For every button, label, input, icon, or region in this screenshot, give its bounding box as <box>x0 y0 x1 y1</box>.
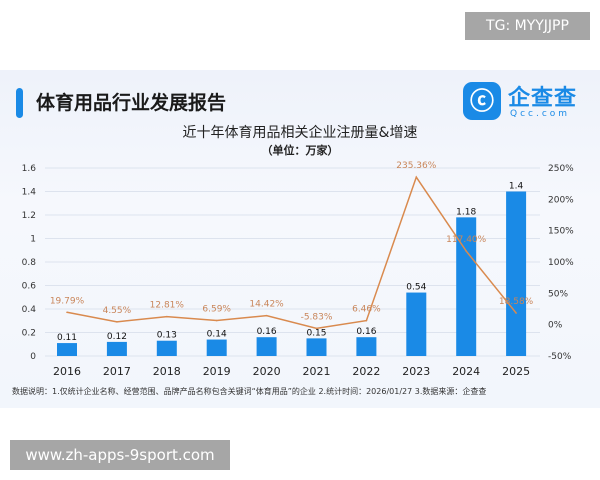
x-axis-tick: 2019 <box>203 365 231 378</box>
growth-point <box>465 250 468 252</box>
x-axis-tick: 2016 <box>53 365 81 378</box>
growth-point <box>166 315 168 318</box>
title-accent-bar <box>16 88 23 118</box>
chart-subtitle: （单位：万家） <box>261 144 339 157</box>
growth-label: 4.55% <box>103 306 132 316</box>
x-axis-tick: 2024 <box>452 365 480 378</box>
bar-label: 0.16 <box>356 327 376 337</box>
bar <box>256 337 277 356</box>
qcc-logo-icon: ⓒ <box>463 82 501 120</box>
growth-point <box>215 319 218 322</box>
left-axis-tick: 1.4 <box>22 188 37 198</box>
footnote: 数据说明：1.仅统计企业名称、经营范围、品牌产品名称包含关键词“体育用品”的企业… <box>12 387 487 396</box>
left-axis-tick: 0.2 <box>22 329 36 339</box>
growth-point <box>66 311 68 314</box>
bar <box>306 338 327 356</box>
bar-label: 1.4 <box>509 182 524 192</box>
growth-point <box>315 327 318 330</box>
watermark-top: TG: MYYJJPP <box>465 12 590 40</box>
bar-label: 1.18 <box>456 207 476 217</box>
growth-label: 6.59% <box>202 305 231 315</box>
growth-point <box>265 314 268 317</box>
right-axis-tick: -50% <box>548 352 572 362</box>
x-axis-tick: 2018 <box>153 365 181 378</box>
bar <box>156 340 177 356</box>
bar <box>456 217 477 356</box>
x-axis-tick: 2017 <box>103 365 131 378</box>
watermark-bottom: www.zh-apps-9sport.com <box>10 440 230 470</box>
growth-point <box>515 312 517 314</box>
growth-point <box>365 319 368 322</box>
left-axis-tick: 1.2 <box>22 211 36 221</box>
growth-label: 14.42% <box>249 300 284 310</box>
left-axis-tick: 1 <box>30 235 36 245</box>
growth-label: -5.83% <box>301 312 333 322</box>
left-axis-tick: 0 <box>30 352 36 362</box>
bar-label: 0.11 <box>57 333 77 343</box>
growth-label: 235.36% <box>396 161 436 171</box>
logo-text: 企查查 <box>508 86 578 111</box>
bar-label: 0.14 <box>207 330 227 340</box>
report-title: 体育用品行业发展报告 <box>36 92 227 114</box>
x-axis-tick: 2022 <box>352 365 380 378</box>
x-axis-tick: 2020 <box>253 365 281 378</box>
growth-point <box>415 176 418 178</box>
left-axis-tick: 0.6 <box>22 282 37 292</box>
x-axis-tick: 2021 <box>303 365 331 378</box>
growth-label: 19.79% <box>50 296 85 306</box>
bar <box>406 292 427 356</box>
left-axis-tick: 0.8 <box>22 258 37 268</box>
growth-label: 6.46% <box>352 305 381 315</box>
right-axis-tick: 250% <box>548 164 574 174</box>
x-axis-tick: 2025 <box>502 365 530 378</box>
bar <box>106 341 127 356</box>
bar-label: 0.12 <box>107 332 127 342</box>
x-axis-tick: 2023 <box>402 365 430 378</box>
left-axis-tick: 1.6 <box>22 164 37 174</box>
logo-subtext: Qcc.com <box>510 109 571 119</box>
right-axis-tick: 0% <box>548 321 563 331</box>
right-axis-tick: 100% <box>548 258 574 268</box>
chart-title: 近十年体育用品相关企业注册量&增速 <box>182 125 418 141</box>
right-axis-tick: 50% <box>548 289 568 299</box>
bar-label: 0.13 <box>157 331 177 341</box>
right-axis-tick: 150% <box>548 227 574 237</box>
bar-label: 0.15 <box>306 328 326 338</box>
bar-label: 0.54 <box>406 283 426 293</box>
bar <box>206 339 227 356</box>
growth-point <box>116 321 118 323</box>
growth-label: 117.40% <box>446 235 486 245</box>
growth-label: 12.81% <box>150 301 185 311</box>
right-axis-tick: 200% <box>548 195 574 205</box>
bar <box>57 343 77 356</box>
bar <box>506 191 527 356</box>
growth-line <box>66 175 517 330</box>
bar <box>356 337 377 356</box>
growth-label: 18.58% <box>499 297 534 307</box>
bar-label: 0.16 <box>257 327 277 337</box>
left-axis-tick: 0.4 <box>22 305 37 315</box>
